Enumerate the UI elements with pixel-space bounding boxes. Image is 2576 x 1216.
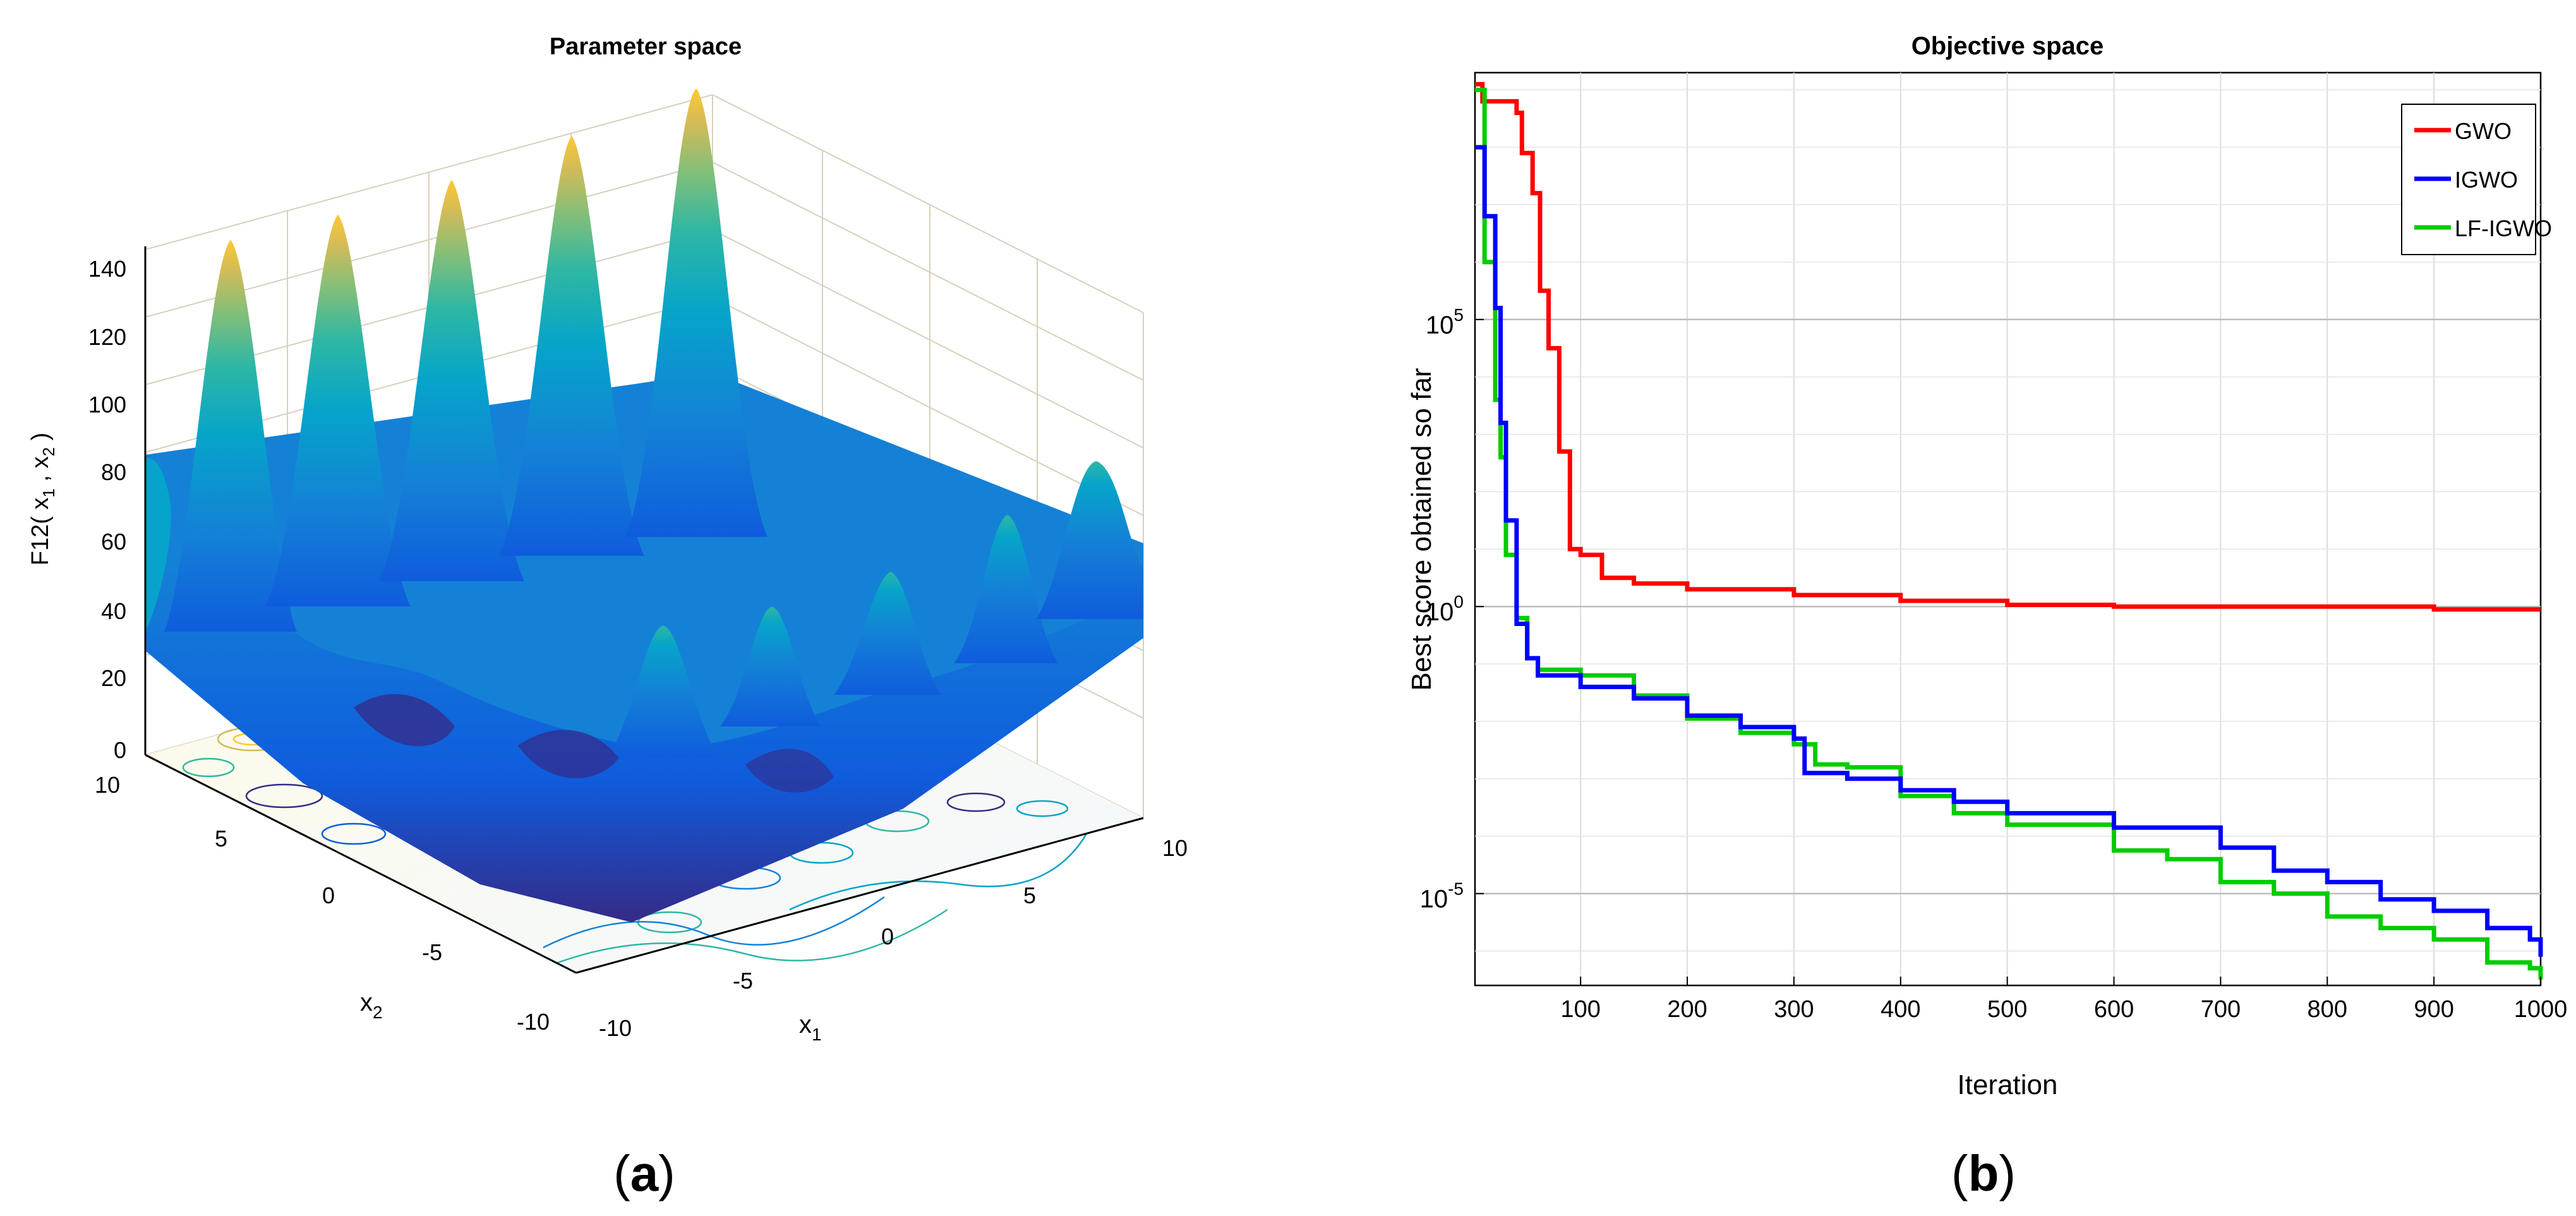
y-tick-label: 100 — [1426, 592, 1464, 626]
z-tick-label: 140 — [88, 256, 126, 282]
legend-label-igwo: IGWO — [2455, 167, 2518, 193]
z-tick-label: 60 — [101, 529, 126, 555]
surface-peak-3 — [379, 180, 524, 581]
convergence-plot: Objective space 100 200 300 400 500 600 700 800… — [1406, 32, 2567, 1201]
x2-tick-label: -5 — [422, 939, 442, 965]
z-tick-label: 100 — [88, 392, 126, 418]
y-axis-label: Best score obtained so far — [1406, 368, 1437, 690]
surface-plot: Parameter space — [27, 33, 1188, 1201]
x1-tick-label: -5 — [733, 968, 753, 994]
x2-axis-ticks: 10 5 0 -5 -10 — [95, 772, 550, 1035]
surface-peak-4 — [499, 136, 644, 556]
x1-tick-label: 0 — [881, 924, 894, 949]
x1-axis-ticks: -10 -5 0 5 10 — [599, 835, 1188, 1041]
y-tick-label: 105 — [1426, 305, 1464, 339]
grid-lines — [1475, 73, 2541, 985]
panel-b-caption: (b) — [1951, 1145, 2016, 1201]
z-tick-label: 0 — [114, 737, 126, 763]
z-tick-label: 40 — [101, 598, 126, 624]
x-tick-label: 900 — [2414, 996, 2453, 1023]
x2-axis-label: x2 — [360, 989, 383, 1022]
surface-peak-2 — [265, 215, 411, 606]
surface-peak-5 — [625, 88, 767, 537]
x2-tick-label: 5 — [215, 826, 227, 852]
legend-label-lf-igwo: LF-IGWO — [2455, 215, 2552, 241]
surface-mesh — [145, 88, 1143, 922]
z-tick-label: 20 — [101, 665, 126, 691]
x1-axis-label: x1 — [799, 1011, 822, 1044]
y-axis-ticks: 105 100 10-5 — [1420, 305, 1484, 913]
x2-tick-label: 0 — [322, 882, 335, 908]
series-lines — [1475, 81, 2543, 980]
surface-peak-1 — [164, 240, 297, 632]
x1-tick-label: -10 — [599, 1015, 632, 1041]
x-tick-label: 100 — [1560, 996, 1600, 1023]
x2-tick-label: -10 — [517, 1009, 550, 1035]
x-tick-label: 1000 — [2514, 996, 2568, 1023]
legend: GWO IGWO LF-IGWO — [2401, 104, 2552, 255]
series-line-igwo — [1475, 145, 2543, 957]
x1-axis: -10 -5 0 5 10 x1 — [575, 817, 1188, 1044]
x-tick-label: 400 — [1881, 996, 1920, 1023]
x1-tick-label: 5 — [1023, 882, 1036, 908]
x-tick-label: 700 — [2201, 996, 2241, 1023]
series-line-gwo — [1475, 81, 2541, 612]
x-tick-label: 800 — [2308, 996, 2347, 1023]
panel-a-caption: (a) — [613, 1145, 675, 1201]
convergence-plot-title: Objective space — [1911, 32, 2104, 60]
z-axis-ticks: 0 20 40 60 80 100 120 140 — [88, 256, 126, 763]
x-tick-label: 200 — [1667, 996, 1707, 1023]
z-axis-label: F12( x1 , x2 ) — [27, 433, 58, 566]
legend-label-gwo: GWO — [2455, 118, 2512, 144]
y-tick-label: 10-5 — [1420, 879, 1464, 913]
x1-tick-label: 10 — [1162, 835, 1188, 861]
x-axis-label: Iteration — [1958, 1069, 2058, 1100]
z-tick-label: 120 — [88, 324, 126, 350]
z-axis: 0 20 40 60 80 100 120 140 F12( x1 , x2 ) — [27, 246, 147, 763]
surface-plot-title: Parameter space — [550, 33, 742, 60]
z-tick-label: 80 — [101, 459, 126, 485]
x-tick-label: 500 — [1987, 996, 2027, 1023]
x-tick-label: 300 — [1774, 996, 1814, 1023]
x-axis-ticks: 100 200 300 400 500 600 700 800 900 1000 — [1560, 977, 2567, 1023]
x2-tick-label: 10 — [95, 772, 120, 798]
x-tick-label: 600 — [2094, 996, 2134, 1023]
x2-axis: 10 5 0 -5 -10 x2 — [95, 754, 577, 1035]
